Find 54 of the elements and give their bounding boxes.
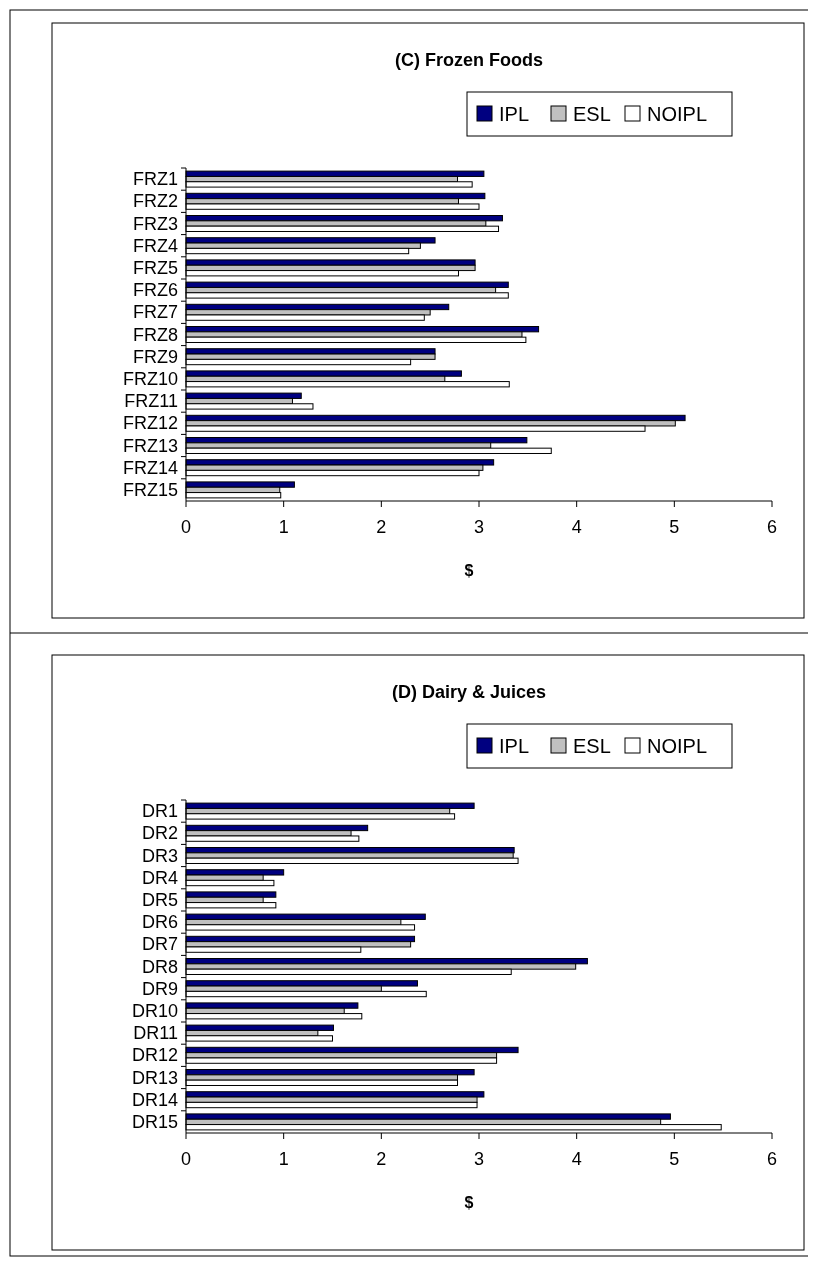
legend-label: NOIPL <box>647 735 708 757</box>
x-tick-label: 0 <box>180 1149 192 1169</box>
y-tick-label: FRZ9 <box>133 346 178 367</box>
y-tick-label: DR11 <box>133 1023 178 1044</box>
x-axis-title: $ <box>464 562 474 579</box>
x-tick-label: 1 <box>278 517 289 537</box>
legend-label: IPL <box>499 103 530 125</box>
y-tick-label: DR3 <box>141 845 178 866</box>
x-tick-label: 1 <box>278 1149 289 1169</box>
y-tick-label: FRZ8 <box>133 324 178 345</box>
y-tick-label: FRZ4 <box>133 235 178 256</box>
x-tick-label: 4 <box>571 1149 582 1169</box>
y-tick-label: DR2 <box>141 823 178 844</box>
y-tick-label: FRZ1 <box>133 169 178 190</box>
x-tick-label: 6 <box>766 517 778 537</box>
y-tick-label: FRZ6 <box>133 280 178 301</box>
y-tick-label: DR7 <box>141 934 178 955</box>
x-tick-label: 6 <box>766 1149 778 1169</box>
x-tick-label: 4 <box>571 517 582 537</box>
y-tick-label: DR10 <box>131 1000 178 1021</box>
y-tick-label: FRZ11 <box>124 391 178 412</box>
legend-label: ESL <box>573 735 611 757</box>
x-tick-label: 5 <box>669 517 680 537</box>
y-tick-label: DR8 <box>141 956 178 977</box>
y-tick-label: FRZ10 <box>122 368 178 389</box>
y-tick-label: FRZ12 <box>122 413 178 434</box>
x-tick-label: 5 <box>669 1149 680 1169</box>
y-tick-label: DR5 <box>141 889 178 910</box>
y-tick-label: DR12 <box>131 1045 178 1066</box>
y-tick-label: DR4 <box>141 867 178 888</box>
y-tick-label: FRZ5 <box>133 257 178 278</box>
x-tick-label: 3 <box>473 1149 485 1169</box>
legend-label: IPL <box>499 735 530 757</box>
legend-label: NOIPL <box>647 103 708 125</box>
y-tick-label: FRZ7 <box>133 302 178 323</box>
x-tick-label: 3 <box>473 517 485 537</box>
x-tick-label: 0 <box>180 517 192 537</box>
y-tick-label: DR13 <box>131 1067 178 1088</box>
y-tick-label: DR6 <box>141 912 178 933</box>
y-tick-label: FRZ14 <box>122 457 178 478</box>
y-tick-label: DR9 <box>141 978 178 999</box>
x-tick-label: 2 <box>376 517 387 537</box>
y-tick-label: DR1 <box>141 801 178 822</box>
y-tick-label: FRZ3 <box>133 213 178 234</box>
x-axis-title: $ <box>464 1194 474 1211</box>
chart-title: (C) Frozen Foods <box>395 50 543 70</box>
y-tick-label: DR15 <box>131 1111 178 1132</box>
y-tick-label: FRZ2 <box>133 191 178 212</box>
y-tick-label: FRZ13 <box>122 435 178 456</box>
chart-title: (D) Dairy & Juices <box>391 682 547 702</box>
y-tick-label: FRZ15 <box>122 479 178 500</box>
legend-label: ESL <box>573 103 611 125</box>
y-tick-label: DR14 <box>131 1089 178 1110</box>
x-tick-label: 2 <box>376 1149 387 1169</box>
